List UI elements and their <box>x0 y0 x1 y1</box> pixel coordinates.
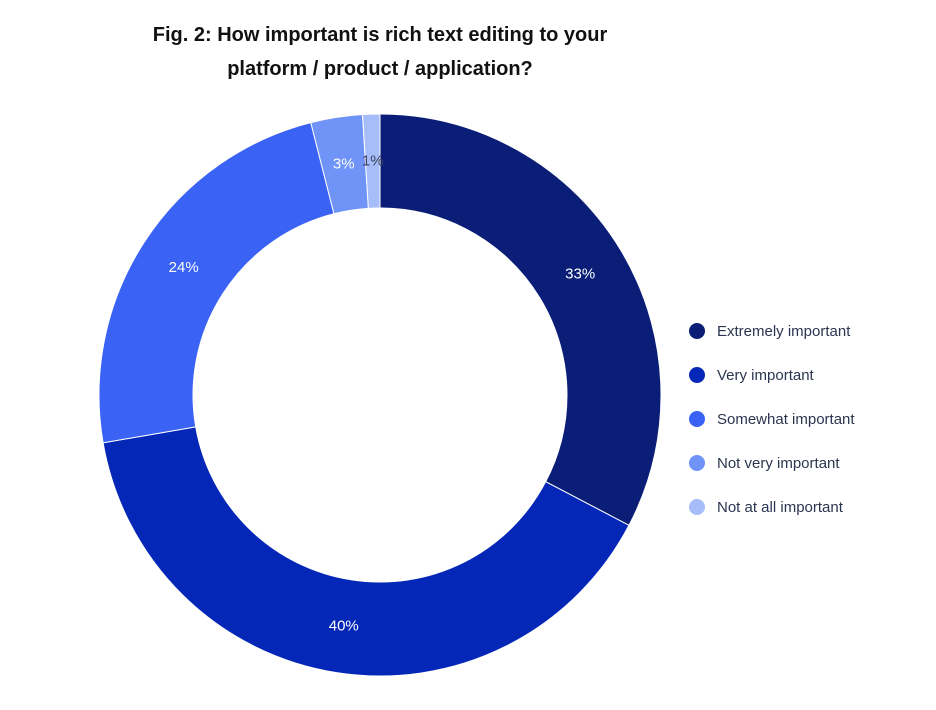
donut-slice-4 <box>361 113 381 209</box>
donut-data-label-4: 1% <box>362 153 384 170</box>
donut-slice-0 <box>379 113 662 526</box>
donut-data-label-0: 33% <box>565 265 595 282</box>
chart-legend: Extremely important Very important Somewha… <box>689 320 855 540</box>
legend-item-3: Not very important <box>689 452 855 474</box>
legend-swatch-2 <box>689 411 705 427</box>
donut-slice-2 <box>98 122 335 444</box>
legend-label-1: Very important <box>717 366 814 384</box>
donut-data-label-3: 3% <box>333 155 355 172</box>
legend-item-1: Very important <box>689 364 855 386</box>
legend-label-0: Extremely important <box>717 322 851 340</box>
chart-title-line-2: platform / product / application? <box>227 58 533 80</box>
chart-title-line-1: Fig. 2: How important is rich text editi… <box>152 24 608 46</box>
donut-slice-1 <box>102 426 630 677</box>
legend-item-4: Not at all important <box>689 496 855 518</box>
donut-data-label-1: 40% <box>329 618 359 635</box>
legend-item-2: Somewhat important <box>689 408 855 430</box>
legend-label-4: Not at all important <box>717 498 843 516</box>
legend-swatch-1 <box>689 367 705 383</box>
donut-slices <box>98 113 662 677</box>
legend-label-3: Not very important <box>717 454 840 472</box>
legend-swatch-4 <box>689 499 705 515</box>
legend-item-0: Extremely important <box>689 320 855 342</box>
legend-swatch-3 <box>689 455 705 471</box>
donut-data-labels: 33% 40% 24% 3% 1% <box>169 153 596 635</box>
legend-swatch-0 <box>689 323 705 339</box>
donut-data-label-2: 24% <box>169 259 199 276</box>
legend-label-2: Somewhat important <box>717 410 855 428</box>
chart-title: Fig. 2: How important is rich text editi… <box>130 18 630 86</box>
